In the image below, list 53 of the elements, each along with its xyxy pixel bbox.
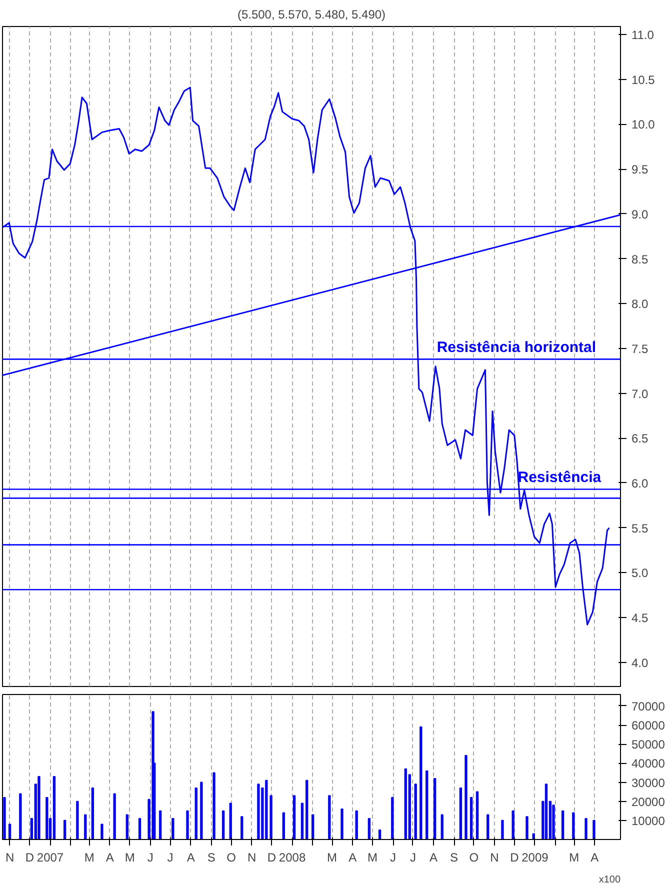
text: x100 [598, 874, 621, 886]
x-tick-label: 2008 [278, 850, 306, 864]
y-tick-label: 11.0 [632, 28, 654, 42]
x-tick-label: N [5, 850, 14, 864]
x-tick-label: M [368, 850, 378, 864]
x-tick-label: A [348, 850, 357, 864]
y-tick-label: 40000 [632, 756, 666, 771]
y-tick-label: 4.0 [632, 656, 649, 670]
y-tick-label: 10000 [632, 814, 666, 828]
y-tick-label: 10.5 [632, 72, 656, 87]
x-tick-label: N [247, 850, 256, 864]
x-tick-label: 2009 [522, 850, 549, 864]
x-tick-label: D [510, 850, 520, 864]
x-tick-label: O [226, 850, 236, 864]
x-tick-label: M [327, 850, 338, 864]
y-tick-label: 30000 [632, 776, 666, 790]
x-tick-label: A [186, 850, 195, 864]
y-tick-label: 8.5 [632, 252, 649, 266]
x-tick-label: O [469, 850, 479, 864]
y-tick-label: 9.5 [632, 162, 649, 177]
x-tick-label: M [124, 850, 135, 864]
y-tick-label: 5.5 [632, 521, 649, 536]
x-tick-label: S [450, 850, 458, 864]
y-tick-label: 9.0 [632, 207, 649, 222]
x-tick-label: A [590, 850, 599, 864]
x-tick-label: J [390, 850, 396, 864]
x-tick-label: A [430, 850, 438, 864]
x-tick-label: S [207, 850, 216, 864]
y-tick-label: 4.5 [632, 610, 649, 625]
x-tick-label: 2007 [36, 850, 64, 864]
y-tick-label: 8.0 [632, 297, 649, 312]
y-tick-label: 7.0 [632, 386, 649, 401]
y-tick-label: 60000 [632, 718, 666, 733]
annotation: Resistência [518, 469, 602, 486]
x-tick-label: D [25, 850, 34, 864]
x-tick-label: D [267, 850, 276, 864]
x-tick-label: M [569, 850, 580, 864]
x-tick-label: J [410, 850, 416, 864]
annotation: Resistência horizontal [436, 339, 596, 356]
y-tick-label: 7.5 [632, 342, 649, 356]
x-tick-label: N [490, 850, 499, 864]
y-tick-label: 6.5 [632, 432, 649, 446]
y-tick-label: 6.0 [632, 476, 649, 490]
x-tick-label: J [147, 850, 154, 864]
y-tick-label: 50000 [632, 738, 666, 752]
x-tick-label: J [167, 850, 174, 864]
y-tick-label: 10.0 [632, 118, 656, 132]
x-tick-label: M [84, 850, 94, 864]
y-tick-label: 20000 [632, 794, 666, 809]
y-tick-label: 70000 [632, 699, 666, 714]
y-tick-label: 5.0 [632, 566, 649, 580]
chart-title: (5.500, 5.570, 5.480, 5.490) [237, 8, 386, 22]
x-tick-label: A [106, 850, 114, 864]
